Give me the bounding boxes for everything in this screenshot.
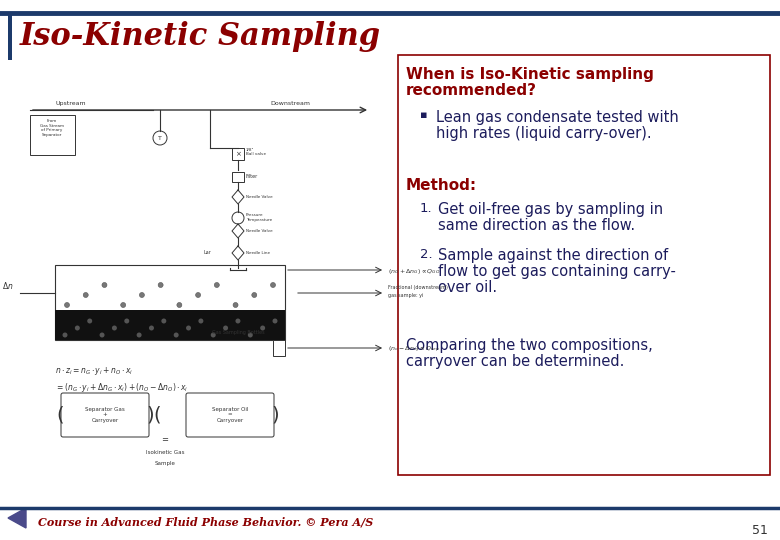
Circle shape bbox=[153, 131, 167, 145]
Text: Upstream: Upstream bbox=[55, 101, 86, 106]
Text: Sample: Sample bbox=[154, 461, 176, 465]
Text: Filter: Filter bbox=[246, 174, 258, 179]
FancyBboxPatch shape bbox=[232, 148, 244, 160]
Circle shape bbox=[261, 326, 265, 330]
FancyBboxPatch shape bbox=[186, 393, 274, 437]
Text: 1/8"
Ball valve: 1/8" Ball valve bbox=[246, 148, 266, 156]
Circle shape bbox=[161, 319, 166, 323]
Circle shape bbox=[102, 282, 107, 287]
Circle shape bbox=[236, 319, 240, 323]
Text: When is Iso-Kinetic sampling: When is Iso-Kinetic sampling bbox=[406, 67, 654, 82]
Circle shape bbox=[158, 282, 163, 287]
Circle shape bbox=[233, 302, 238, 307]
FancyBboxPatch shape bbox=[61, 393, 149, 437]
Text: Lean gas condensate tested with: Lean gas condensate tested with bbox=[436, 110, 679, 125]
Text: $(n_o-\Delta n_o) \propto Q_{sep}$: $(n_o-\Delta n_o) \propto Q_{sep}$ bbox=[388, 345, 440, 355]
Text: flow to get gas containing carry-: flow to get gas containing carry- bbox=[438, 264, 676, 279]
Text: Get oil-free gas by sampling in: Get oil-free gas by sampling in bbox=[438, 202, 663, 217]
Circle shape bbox=[140, 293, 144, 298]
Text: Method:: Method: bbox=[406, 178, 477, 193]
Circle shape bbox=[112, 326, 117, 330]
Text: Fractional (downstream): Fractional (downstream) bbox=[388, 285, 448, 290]
Circle shape bbox=[87, 319, 92, 323]
Text: Pressure: Pressure bbox=[246, 213, 264, 217]
Circle shape bbox=[177, 302, 182, 307]
Text: Iso-Kinetic Sampling: Iso-Kinetic Sampling bbox=[20, 22, 381, 52]
Text: Gas Sampling Bottles: Gas Sampling Bottles bbox=[211, 330, 264, 335]
Text: Isokinetic Gas: Isokinetic Gas bbox=[146, 450, 184, 456]
FancyBboxPatch shape bbox=[8, 13, 12, 60]
Circle shape bbox=[215, 282, 219, 287]
Text: Comparing the two compositions,: Comparing the two compositions, bbox=[406, 338, 653, 353]
Circle shape bbox=[232, 212, 244, 224]
Circle shape bbox=[149, 326, 154, 330]
Text: ▪: ▪ bbox=[420, 110, 427, 120]
FancyBboxPatch shape bbox=[30, 115, 75, 155]
Text: $= (n_G \cdot y_i + \Delta n_G \cdot x_i) + (n_O - \Delta n_O) \cdot x_i$: $= (n_G \cdot y_i + \Delta n_G \cdot x_i… bbox=[55, 381, 189, 394]
Text: Needle Valve: Needle Valve bbox=[246, 229, 273, 233]
FancyBboxPatch shape bbox=[55, 310, 285, 340]
Text: Sample against the direction of: Sample against the direction of bbox=[438, 248, 668, 263]
Circle shape bbox=[75, 326, 80, 330]
Text: 2.: 2. bbox=[420, 248, 433, 261]
Text: recommended?: recommended? bbox=[406, 83, 537, 98]
Text: Lar: Lar bbox=[203, 251, 211, 255]
Text: $n \cdot z_i = n_G \cdot y_i + n_O \cdot x_i$: $n \cdot z_i = n_G \cdot y_i + n_O \cdot… bbox=[55, 365, 133, 377]
FancyBboxPatch shape bbox=[200, 271, 232, 325]
Text: (: ( bbox=[153, 406, 161, 424]
Text: =: = bbox=[161, 435, 168, 444]
Circle shape bbox=[100, 333, 105, 338]
Text: $(n_G+\Delta n_G) \propto Q_{GO}$: $(n_G+\Delta n_G) \propto Q_{GO}$ bbox=[388, 267, 440, 276]
Text: over oil.: over oil. bbox=[438, 280, 497, 295]
Circle shape bbox=[62, 333, 68, 338]
Text: carryover can be determined.: carryover can be determined. bbox=[406, 354, 624, 369]
Text: From
Gas Stream
of Primary
Separator: From Gas Stream of Primary Separator bbox=[40, 119, 64, 137]
Circle shape bbox=[124, 319, 129, 323]
Text: T: T bbox=[158, 136, 162, 140]
Polygon shape bbox=[8, 508, 26, 528]
Text: Needle Valve: Needle Valve bbox=[246, 195, 273, 199]
Circle shape bbox=[198, 319, 204, 323]
FancyBboxPatch shape bbox=[273, 340, 285, 356]
Text: Separator Oil
=
Carryover: Separator Oil = Carryover bbox=[212, 407, 248, 423]
Circle shape bbox=[196, 293, 200, 298]
Circle shape bbox=[271, 282, 275, 287]
FancyBboxPatch shape bbox=[232, 172, 244, 182]
FancyBboxPatch shape bbox=[244, 271, 276, 325]
Circle shape bbox=[252, 293, 257, 298]
Circle shape bbox=[248, 333, 253, 338]
Circle shape bbox=[211, 333, 216, 338]
Text: 1.: 1. bbox=[420, 202, 433, 215]
Text: Temperature: Temperature bbox=[246, 218, 272, 222]
Text: same direction as the flow.: same direction as the flow. bbox=[438, 218, 635, 233]
Text: Downstream: Downstream bbox=[270, 101, 310, 106]
Circle shape bbox=[83, 293, 88, 298]
Text: $\Delta n$: $\Delta n$ bbox=[2, 280, 14, 291]
Text: ): ) bbox=[146, 406, 154, 424]
Text: Separator Gas
+
Carryover: Separator Gas + Carryover bbox=[85, 407, 125, 423]
Text: Course in Advanced Fluid Phase Behavior. © Pera A/S: Course in Advanced Fluid Phase Behavior.… bbox=[38, 516, 374, 528]
FancyBboxPatch shape bbox=[398, 55, 770, 475]
Text: 51: 51 bbox=[752, 523, 768, 537]
Text: high rates (liquid carry-over).: high rates (liquid carry-over). bbox=[436, 126, 651, 141]
Text: ×: × bbox=[235, 151, 241, 157]
Circle shape bbox=[186, 326, 191, 330]
Text: (: ( bbox=[56, 406, 64, 424]
Circle shape bbox=[136, 333, 142, 338]
Text: gas sample: yi: gas sample: yi bbox=[388, 293, 424, 298]
FancyBboxPatch shape bbox=[55, 265, 285, 340]
Circle shape bbox=[272, 319, 278, 323]
Text: Needle Line: Needle Line bbox=[246, 251, 270, 255]
Circle shape bbox=[223, 326, 228, 330]
Circle shape bbox=[174, 333, 179, 338]
Text: ): ) bbox=[271, 406, 278, 424]
Circle shape bbox=[121, 302, 126, 307]
Circle shape bbox=[65, 302, 69, 307]
